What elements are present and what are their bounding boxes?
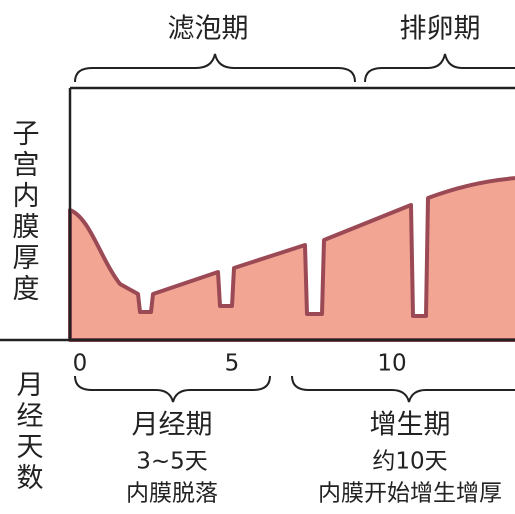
stage-title: 增生期	[370, 410, 451, 441]
stage-description: 内膜开始增生增厚	[318, 481, 502, 507]
y-axis-label: 子宫内膜厚度	[8, 119, 40, 305]
brace	[364, 53, 515, 83]
endometrium	[68, 176, 515, 342]
phase-label: 滤泡期	[168, 14, 249, 45]
stage-description: 内膜脱落	[126, 481, 218, 507]
brace	[291, 375, 515, 403]
brace	[74, 53, 356, 83]
stage-duration: 约10天	[372, 449, 447, 475]
x-tick-label: 10	[377, 351, 406, 377]
phase-label: 排卵期	[400, 14, 481, 45]
brace	[74, 375, 271, 403]
x-tick-label: 5	[225, 351, 240, 377]
stage-duration: 3~5天	[136, 449, 208, 475]
x-tick-label: 0	[73, 351, 88, 377]
stage-title: 月经期	[132, 410, 213, 441]
x-axis-label: 月经天数	[12, 370, 44, 494]
